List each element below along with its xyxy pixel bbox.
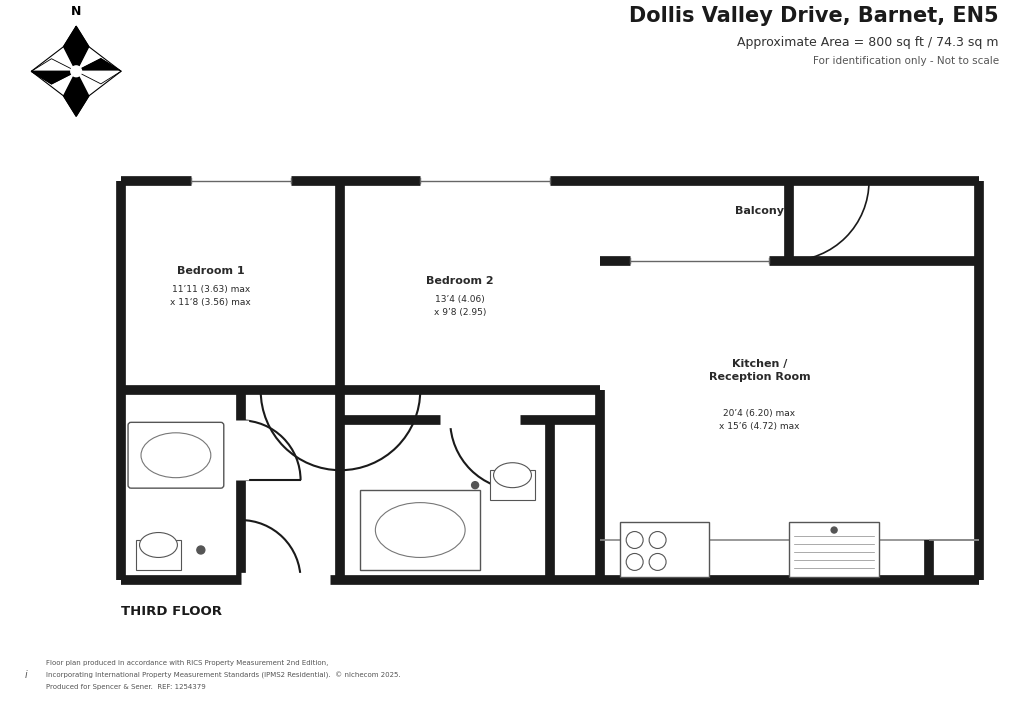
Text: Kitchen /
Reception Room: Kitchen / Reception Room: [708, 359, 809, 382]
Ellipse shape: [140, 533, 177, 557]
Text: Approximate Area = 800 sq ft / 74.3 sq m: Approximate Area = 800 sq ft / 74.3 sq m: [737, 36, 998, 49]
Ellipse shape: [493, 463, 531, 487]
Circle shape: [197, 546, 205, 554]
Polygon shape: [32, 71, 76, 84]
Circle shape: [830, 527, 837, 533]
Text: THIRD FLOOR: THIRD FLOOR: [121, 605, 222, 618]
Text: i: i: [24, 670, 28, 680]
Bar: [489, 470, 534, 500]
Polygon shape: [76, 71, 89, 116]
Polygon shape: [76, 27, 89, 71]
Text: Dollis Valley Drive, Barnet, EN5: Dollis Valley Drive, Barnet, EN5: [629, 6, 998, 27]
Ellipse shape: [141, 433, 211, 478]
Circle shape: [13, 662, 40, 688]
Polygon shape: [76, 58, 121, 71]
Text: Produced for Spencer & Sener.  REF: 1254379: Produced for Spencer & Sener. REF: 12543…: [46, 684, 206, 689]
Bar: [789, 522, 878, 577]
FancyBboxPatch shape: [128, 423, 223, 488]
Bar: [620, 522, 709, 577]
Text: Floor plan produced in accordance with RICS Property Measurement 2nd Edition,: Floor plan produced in accordance with R…: [46, 660, 328, 665]
Polygon shape: [76, 71, 121, 84]
Text: Balcony: Balcony: [734, 206, 783, 216]
Polygon shape: [63, 71, 76, 116]
Text: 13’4 (4.06)
x 9’8 (2.95): 13’4 (4.06) x 9’8 (2.95): [433, 295, 486, 317]
Circle shape: [471, 482, 478, 489]
Text: Bedroom 1: Bedroom 1: [177, 266, 245, 275]
Polygon shape: [63, 27, 76, 71]
Ellipse shape: [375, 503, 465, 557]
Text: For identification only - Not to scale: For identification only - Not to scale: [812, 56, 998, 66]
Text: Incorporating International Property Measurement Standards (IPMS2 Residential). : Incorporating International Property Mea…: [46, 672, 400, 679]
Text: Bedroom 2: Bedroom 2: [426, 275, 493, 286]
Circle shape: [70, 66, 82, 76]
Text: 20’4 (6.20) max
x 15’6 (4.72) max: 20’4 (6.20) max x 15’6 (4.72) max: [718, 410, 799, 431]
Text: N: N: [71, 6, 82, 19]
Text: 11’11 (3.63) max
x 11‘8 (3.56) max: 11’11 (3.63) max x 11‘8 (3.56) max: [170, 285, 251, 306]
Polygon shape: [32, 58, 76, 71]
Bar: [360, 490, 480, 570]
Bar: [136, 540, 180, 570]
